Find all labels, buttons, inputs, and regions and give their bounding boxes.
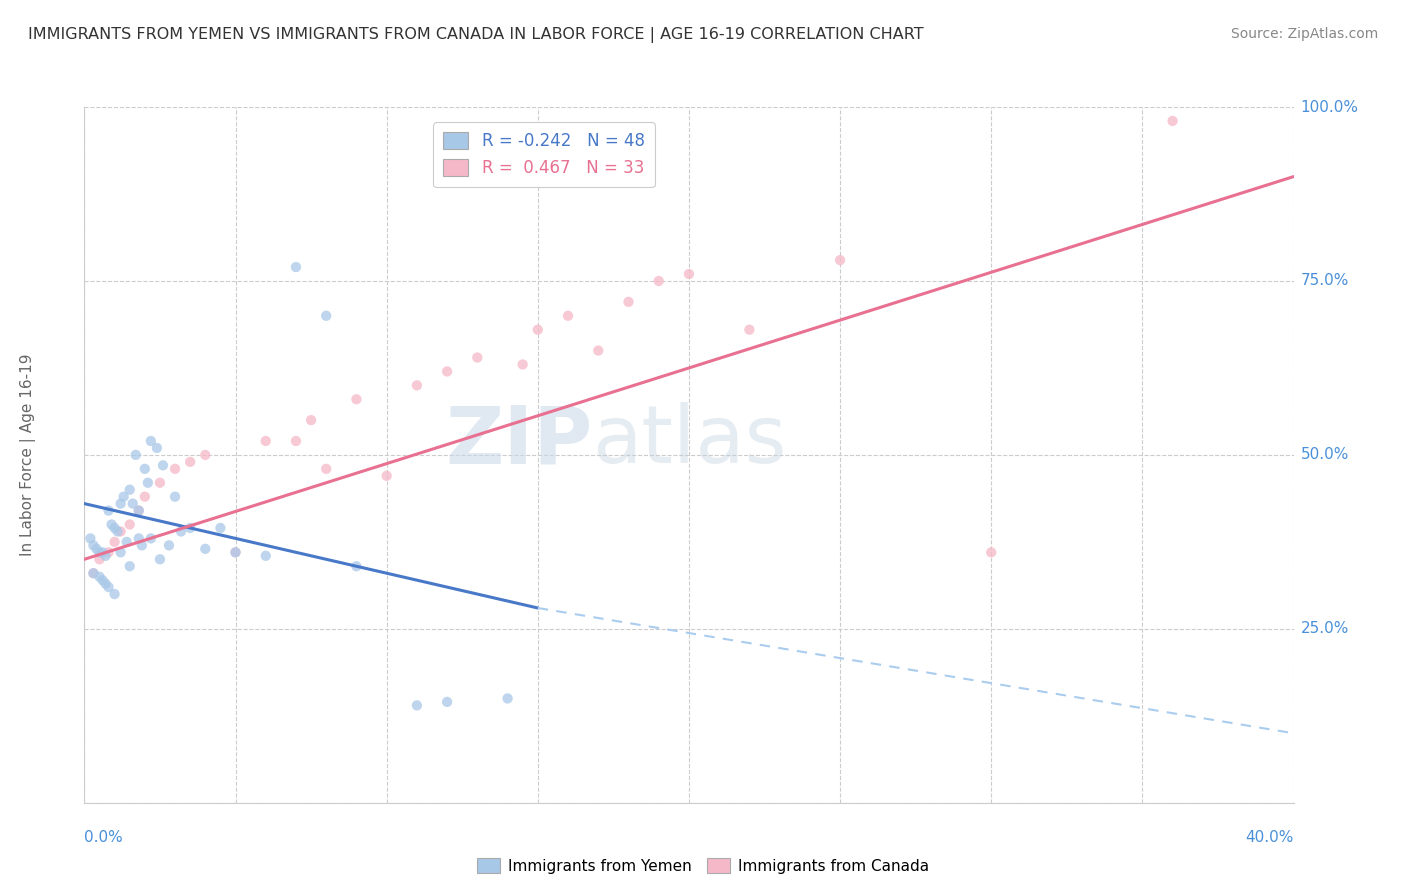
Point	[436, 364, 458, 378]
Point	[406, 378, 429, 392]
Text: Source: ZipAtlas.com: Source: ZipAtlas.com	[1230, 27, 1378, 41]
Point	[104, 587, 127, 601]
Point	[94, 549, 117, 563]
Point	[131, 538, 153, 552]
Point	[107, 524, 129, 539]
Point	[82, 538, 104, 552]
Point	[467, 351, 489, 365]
Legend: R = -0.242   N = 48, R =  0.467   N = 33: R = -0.242 N = 48, R = 0.467 N = 33	[433, 122, 655, 187]
Point	[110, 524, 132, 539]
Point	[157, 538, 180, 552]
Text: 75.0%: 75.0%	[1301, 274, 1348, 288]
Point	[86, 541, 108, 556]
Point	[121, 497, 143, 511]
Point	[104, 521, 127, 535]
Point	[146, 441, 169, 455]
Point	[97, 503, 120, 517]
Point	[91, 545, 114, 559]
Point	[128, 503, 150, 517]
Point	[346, 559, 368, 574]
Point	[139, 434, 162, 448]
Text: 0.0%: 0.0%	[84, 830, 124, 845]
Point	[110, 497, 132, 511]
Point	[118, 517, 141, 532]
Point	[134, 462, 156, 476]
Point	[125, 448, 148, 462]
Point	[496, 691, 519, 706]
Point	[436, 695, 458, 709]
Point	[97, 545, 120, 559]
Point	[170, 524, 193, 539]
Point	[152, 458, 174, 473]
Point	[527, 323, 550, 337]
Point	[225, 545, 247, 559]
Point	[315, 462, 337, 476]
Legend: Immigrants from Yemen, Immigrants from Canada: Immigrants from Yemen, Immigrants from C…	[471, 852, 935, 880]
Point	[406, 698, 429, 713]
Point	[149, 552, 172, 566]
Point	[82, 566, 104, 581]
Point	[194, 448, 217, 462]
Point	[91, 573, 114, 587]
Text: ZIP: ZIP	[444, 402, 592, 480]
Point	[225, 545, 247, 559]
Point	[512, 358, 534, 372]
Point	[299, 413, 322, 427]
Point	[89, 545, 111, 559]
Point	[149, 475, 172, 490]
Point	[118, 559, 141, 574]
Point	[136, 475, 159, 490]
Point	[254, 434, 277, 448]
Point	[375, 468, 398, 483]
Point	[980, 545, 1002, 559]
Text: IMMIGRANTS FROM YEMEN VS IMMIGRANTS FROM CANADA IN LABOR FORCE | AGE 16-19 CORRE: IMMIGRANTS FROM YEMEN VS IMMIGRANTS FROM…	[28, 27, 924, 43]
Point	[647, 274, 671, 288]
Point	[830, 253, 852, 268]
Point	[100, 517, 122, 532]
Point	[738, 323, 761, 337]
Point	[110, 545, 132, 559]
Text: 100.0%: 100.0%	[1301, 100, 1358, 114]
Text: 50.0%: 50.0%	[1301, 448, 1348, 462]
Point	[94, 576, 117, 591]
Point	[194, 541, 217, 556]
Point	[89, 570, 111, 584]
Point	[678, 267, 700, 281]
Point	[165, 462, 187, 476]
Point	[165, 490, 187, 504]
Point	[617, 294, 640, 309]
Point	[118, 483, 141, 497]
Point	[112, 490, 135, 504]
Point	[1161, 114, 1184, 128]
Point	[284, 434, 308, 448]
Text: 25.0%: 25.0%	[1301, 622, 1348, 636]
Point	[89, 552, 111, 566]
Point	[588, 343, 610, 358]
Point	[82, 566, 104, 581]
Text: 40.0%: 40.0%	[1246, 830, 1294, 845]
Point	[346, 392, 368, 407]
Point	[179, 521, 201, 535]
Point	[179, 455, 201, 469]
Point	[115, 534, 138, 549]
Point	[315, 309, 337, 323]
Point	[557, 309, 579, 323]
Text: In Labor Force | Age 16-19: In Labor Force | Age 16-19	[20, 353, 37, 557]
Point	[79, 532, 101, 546]
Point	[104, 534, 127, 549]
Point	[134, 490, 156, 504]
Point	[128, 503, 150, 517]
Point	[97, 580, 120, 594]
Text: atlas: atlas	[592, 402, 786, 480]
Point	[209, 521, 232, 535]
Point	[284, 260, 308, 274]
Point	[139, 532, 162, 546]
Point	[128, 532, 150, 546]
Point	[254, 549, 277, 563]
